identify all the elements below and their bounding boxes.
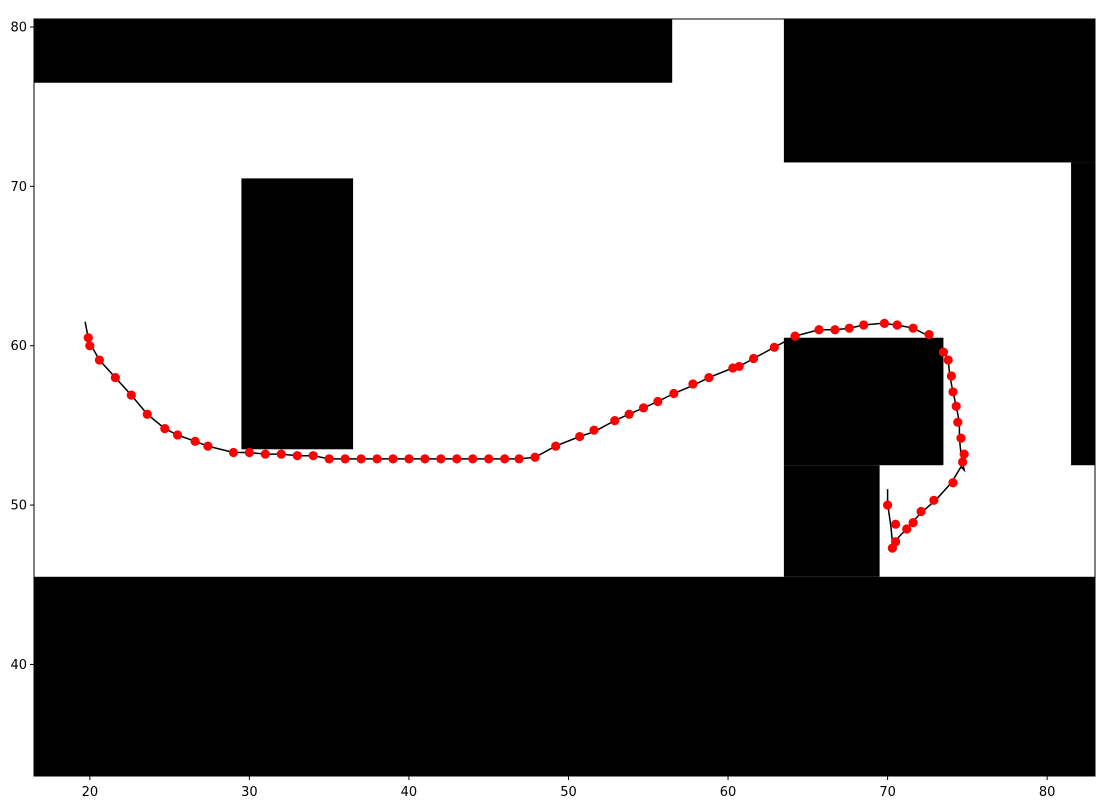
obstacle-block: [34, 576, 1095, 776]
obstacle-layer: [34, 19, 1095, 776]
waypoint-marker: [126, 390, 136, 400]
waypoint-marker: [956, 433, 966, 443]
x-tick-label: 40: [401, 785, 418, 800]
obstacle-block: [783, 465, 880, 577]
waypoint-marker: [292, 451, 302, 461]
waypoint-marker: [404, 454, 414, 464]
waypoint-marker: [94, 355, 105, 365]
waypoint-marker: [929, 495, 939, 505]
waypoint-layer: [83, 318, 969, 553]
waypoint-marker: [957, 457, 968, 467]
waypoint-marker: [887, 543, 897, 553]
waypoint-marker: [859, 320, 869, 330]
waypoint-marker: [484, 454, 494, 464]
waypoint-marker: [388, 454, 398, 464]
waypoint-marker: [308, 451, 318, 461]
waypoint-marker: [946, 371, 957, 381]
waypoint-marker: [879, 318, 889, 328]
waypoint-marker: [172, 430, 183, 440]
waypoint-marker: [953, 417, 963, 427]
waypoint-marker: [951, 401, 961, 411]
waypoint-marker: [575, 431, 585, 442]
waypoint-marker: [356, 454, 366, 464]
waypoint-marker: [551, 441, 561, 451]
waypoint-marker: [924, 329, 934, 340]
waypoint-marker: [916, 506, 926, 517]
waypoint-marker: [790, 331, 800, 341]
waypoint-marker: [704, 372, 714, 383]
waypoint-marker: [436, 454, 446, 464]
obstacle-block: [783, 337, 944, 466]
waypoint-marker: [530, 452, 540, 462]
waypoint-marker: [908, 518, 918, 528]
waypoint-marker: [748, 353, 759, 364]
waypoint-marker: [734, 361, 744, 372]
waypoint-marker: [959, 449, 969, 459]
waypoint-marker: [468, 454, 478, 464]
waypoint-marker: [814, 325, 824, 335]
x-tick-label: 60: [720, 785, 737, 800]
y-axis: 40 50 60 70 80: [10, 20, 34, 673]
waypoint-marker: [260, 449, 270, 459]
plot-frame: [33, 18, 1096, 777]
waypoint-marker: [244, 447, 254, 458]
waypoint-marker: [110, 372, 120, 383]
waypoint-marker: [624, 409, 634, 419]
waypoint-marker: [160, 423, 170, 434]
waypoint-marker: [844, 323, 854, 333]
y-tick-label: 70: [10, 180, 27, 195]
waypoint-marker: [228, 447, 239, 458]
waypoint-marker: [190, 436, 200, 446]
waypoint-marker: [610, 416, 620, 426]
waypoint-marker: [890, 519, 901, 529]
y-tick-label: 60: [10, 339, 27, 354]
waypoint-marker: [372, 454, 382, 464]
waypoint-marker: [500, 454, 510, 464]
waypoint-marker: [948, 387, 958, 397]
waypoint-marker: [324, 454, 334, 464]
waypoint-marker: [938, 347, 949, 357]
waypoint-marker: [420, 454, 430, 464]
waypoint-marker: [514, 454, 524, 464]
waypoint-marker: [902, 524, 912, 534]
waypoint-marker: [83, 333, 93, 343]
waypoint-marker: [769, 342, 779, 352]
waypoint-marker: [688, 379, 698, 389]
waypoint-marker: [452, 454, 462, 464]
obstacle-block: [34, 19, 673, 83]
obstacle-block: [1071, 162, 1095, 466]
y-tick-label: 80: [10, 20, 27, 35]
waypoint-marker: [276, 449, 286, 459]
waypoint-marker: [340, 454, 350, 464]
x-tick-label: 20: [82, 785, 99, 800]
waypoint-marker: [948, 478, 958, 488]
y-tick-label: 40: [10, 658, 27, 673]
waypoint-marker: [943, 355, 953, 365]
waypoint-marker: [882, 500, 893, 510]
obstacle-block: [241, 178, 354, 450]
x-tick-label: 50: [560, 785, 577, 800]
x-axis: 20 30 40 50 60 70 80: [82, 776, 1056, 800]
waypoint-marker: [653, 396, 663, 407]
waypoint-marker: [908, 323, 918, 333]
obstacle-block: [783, 19, 1095, 163]
waypoint-marker: [892, 320, 902, 330]
waypoint-marker: [589, 425, 599, 435]
x-tick-label: 80: [1039, 785, 1056, 800]
waypoint-marker: [830, 325, 840, 335]
waypoint-marker: [203, 441, 213, 451]
y-tick-label: 50: [10, 499, 27, 514]
waypoint-marker: [142, 409, 152, 419]
waypoint-marker: [638, 403, 649, 413]
waypoint-marker: [85, 341, 95, 351]
x-tick-label: 70: [879, 785, 896, 800]
waypoint-marker: [669, 388, 679, 399]
x-tick-label: 30: [241, 785, 258, 800]
